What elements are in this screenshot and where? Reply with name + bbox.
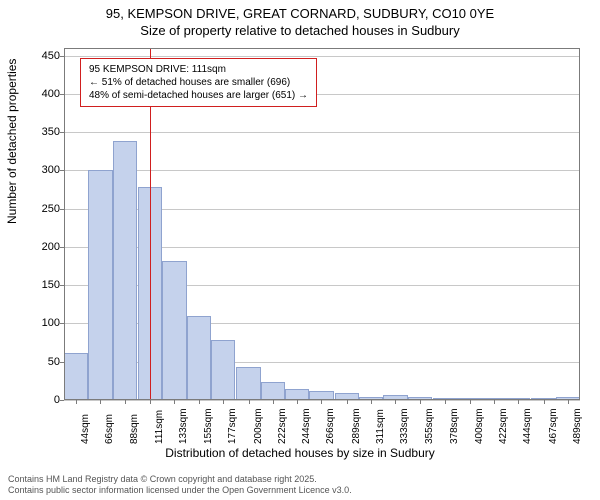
y-tick-label: 400 [26, 88, 60, 100]
x-tick [568, 400, 569, 404]
grid-line [64, 56, 580, 57]
y-tick-label: 450 [26, 50, 60, 62]
y-tick [60, 323, 64, 324]
x-tick [470, 400, 471, 404]
x-tick [100, 400, 101, 404]
chart-title-line1: 95, KEMPSON DRIVE, GREAT CORNARD, SUDBUR… [0, 0, 600, 23]
histogram-bar [113, 141, 137, 400]
histogram-bar [64, 353, 88, 400]
callout-line2: ← 51% of detached houses are smaller (69… [89, 76, 308, 89]
x-tick [273, 400, 274, 404]
y-tick [60, 209, 64, 210]
x-tick [445, 400, 446, 404]
x-tick [297, 400, 298, 404]
y-tick [60, 247, 64, 248]
callout-line1: 95 KEMPSON DRIVE: 111sqm [89, 63, 308, 76]
annotation-callout: 95 KEMPSON DRIVE: 111sqm ← 51% of detach… [80, 58, 317, 107]
histogram-bar [335, 393, 359, 400]
y-axis-label: Number of detached properties [5, 59, 19, 224]
x-tick [174, 400, 175, 404]
x-tick [347, 400, 348, 404]
y-tick [60, 56, 64, 57]
x-tick [371, 400, 372, 404]
x-tick [76, 400, 77, 404]
y-tick [60, 132, 64, 133]
histogram-bar [309, 391, 333, 400]
grid-line [64, 132, 580, 133]
y-tick-label: 300 [26, 164, 60, 176]
x-tick [494, 400, 495, 404]
histogram-bar [187, 316, 211, 400]
y-tick-label: 100 [26, 317, 60, 329]
y-tick-label: 250 [26, 203, 60, 215]
x-tick [150, 400, 151, 404]
x-tick [321, 400, 322, 404]
x-tick [518, 400, 519, 404]
y-tick [60, 94, 64, 95]
y-tick [60, 170, 64, 171]
x-tick [395, 400, 396, 404]
y-tick [60, 285, 64, 286]
x-tick [420, 400, 421, 404]
x-tick [199, 400, 200, 404]
y-tick [60, 362, 64, 363]
footer-attribution: Contains HM Land Registry data © Crown c… [8, 474, 352, 497]
y-tick-label: 50 [26, 356, 60, 368]
x-tick [125, 400, 126, 404]
x-tick [223, 400, 224, 404]
histogram-bar [236, 367, 260, 400]
footer-line1: Contains HM Land Registry data © Crown c… [8, 474, 352, 485]
y-tick [60, 400, 64, 401]
callout-line3: 48% of semi-detached houses are larger (… [89, 89, 308, 102]
y-tick-label: 350 [26, 126, 60, 138]
chart-title-line2: Size of property relative to detached ho… [0, 23, 600, 38]
x-tick [544, 400, 545, 404]
histogram-bar [88, 170, 112, 400]
x-axis-label: Distribution of detached houses by size … [0, 446, 600, 460]
histogram-bar [211, 340, 235, 400]
histogram-bar [285, 389, 309, 400]
y-tick-label: 150 [26, 279, 60, 291]
histogram-bar [261, 382, 285, 400]
grid-line [64, 170, 580, 171]
y-tick-label: 200 [26, 241, 60, 253]
footer-line2: Contains public sector information licen… [8, 485, 352, 496]
x-tick [249, 400, 250, 404]
histogram-bar [162, 261, 186, 400]
y-tick-label: 0 [26, 394, 60, 406]
